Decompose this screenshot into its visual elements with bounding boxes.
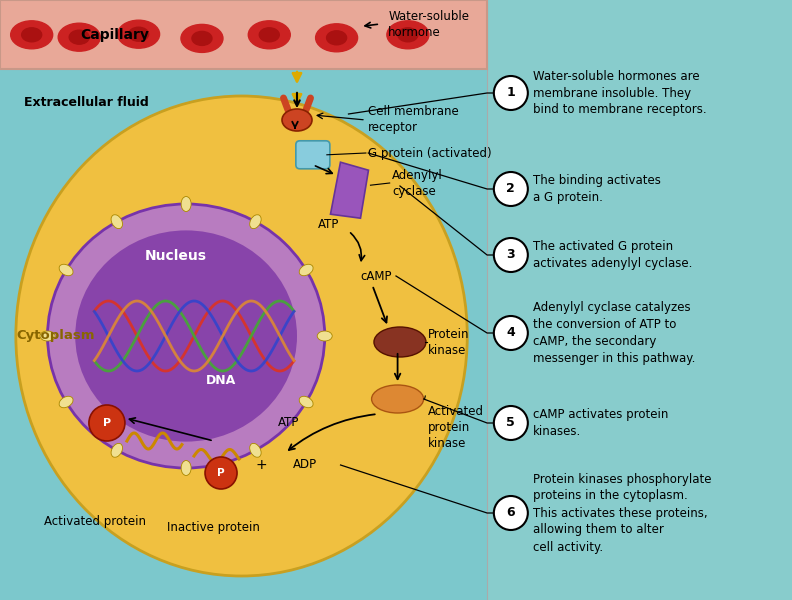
- Text: 4: 4: [506, 326, 516, 340]
- Circle shape: [494, 406, 527, 440]
- Ellipse shape: [299, 396, 313, 408]
- Ellipse shape: [59, 264, 73, 276]
- Ellipse shape: [299, 264, 313, 276]
- Ellipse shape: [181, 461, 191, 475]
- Text: The binding activates
a G protein.: The binding activates a G protein.: [533, 174, 661, 204]
- Text: G protein (activated): G protein (activated): [368, 146, 492, 160]
- Text: 2: 2: [506, 182, 516, 196]
- Ellipse shape: [248, 21, 291, 49]
- Text: Adenylyl
cyclase: Adenylyl cyclase: [392, 169, 443, 197]
- Ellipse shape: [16, 96, 467, 576]
- Ellipse shape: [326, 31, 347, 45]
- Text: The activated G protein
activates adenylyl cyclase.: The activated G protein activates adenyl…: [533, 240, 692, 270]
- Text: cAMP: cAMP: [360, 269, 392, 283]
- Bar: [487, 0, 792, 600]
- Ellipse shape: [386, 21, 429, 49]
- Ellipse shape: [374, 327, 426, 357]
- FancyBboxPatch shape: [296, 141, 329, 169]
- Text: 3: 3: [507, 248, 515, 262]
- Ellipse shape: [58, 23, 101, 51]
- Text: 6: 6: [507, 506, 515, 520]
- Circle shape: [494, 76, 527, 110]
- Text: Activated
protein
kinase: Activated protein kinase: [428, 405, 484, 450]
- Ellipse shape: [249, 215, 261, 229]
- Text: Cell membrane
receptor: Cell membrane receptor: [368, 106, 459, 134]
- Text: Water-soluble hormones are
membrane insoluble. They
bind to membrane receptors.: Water-soluble hormones are membrane inso…: [533, 70, 706, 116]
- Text: Cytoplasm: Cytoplasm: [16, 329, 95, 343]
- Ellipse shape: [117, 20, 160, 48]
- Bar: [0, 0, 487, 69]
- Ellipse shape: [10, 21, 53, 49]
- Text: +: +: [256, 458, 267, 472]
- Ellipse shape: [181, 25, 223, 52]
- Ellipse shape: [181, 196, 191, 211]
- Ellipse shape: [249, 443, 261, 457]
- Ellipse shape: [111, 215, 123, 229]
- Ellipse shape: [282, 109, 312, 131]
- Ellipse shape: [111, 443, 123, 457]
- Text: Nucleus: Nucleus: [145, 249, 208, 263]
- Polygon shape: [330, 162, 368, 218]
- Text: Adenylyl cyclase catalyzes
the conversion of ATP to
cAMP, the secondary
messenge: Adenylyl cyclase catalyzes the conversio…: [533, 301, 695, 365]
- Text: Inactive protein: Inactive protein: [167, 521, 261, 535]
- Text: Extracellular fluid: Extracellular fluid: [24, 95, 149, 109]
- Text: Protein
kinase: Protein kinase: [428, 328, 469, 356]
- Text: ATP: ATP: [318, 218, 339, 232]
- Text: P: P: [103, 418, 111, 428]
- Circle shape: [494, 316, 527, 350]
- Ellipse shape: [371, 385, 424, 413]
- Circle shape: [494, 496, 527, 530]
- Ellipse shape: [59, 396, 73, 408]
- Ellipse shape: [69, 30, 89, 44]
- Text: ATP: ATP: [279, 416, 299, 430]
- Ellipse shape: [75, 230, 297, 442]
- Circle shape: [205, 457, 237, 489]
- Ellipse shape: [315, 24, 358, 52]
- Ellipse shape: [259, 28, 280, 42]
- Ellipse shape: [192, 31, 212, 46]
- Text: Capillary: Capillary: [81, 28, 149, 42]
- Text: ADP: ADP: [293, 458, 317, 472]
- Ellipse shape: [48, 204, 325, 468]
- Text: Water-soluble
hormone: Water-soluble hormone: [388, 10, 469, 38]
- Ellipse shape: [128, 27, 149, 41]
- Text: DNA: DNA: [206, 374, 236, 388]
- Text: P: P: [217, 468, 225, 478]
- Text: cAMP activates protein
kinases.: cAMP activates protein kinases.: [533, 408, 668, 438]
- Ellipse shape: [21, 28, 42, 42]
- Text: Protein kinases phosphorylate
proteins in the cytoplasm.
This activates these pr: Protein kinases phosphorylate proteins i…: [533, 473, 711, 553]
- Ellipse shape: [398, 28, 418, 42]
- Circle shape: [494, 238, 527, 272]
- Text: 5: 5: [506, 416, 516, 430]
- Text: 1: 1: [506, 86, 516, 100]
- Circle shape: [89, 405, 125, 441]
- Circle shape: [494, 172, 527, 206]
- Ellipse shape: [40, 331, 55, 341]
- Ellipse shape: [318, 331, 332, 341]
- Text: Activated protein: Activated protein: [44, 515, 146, 529]
